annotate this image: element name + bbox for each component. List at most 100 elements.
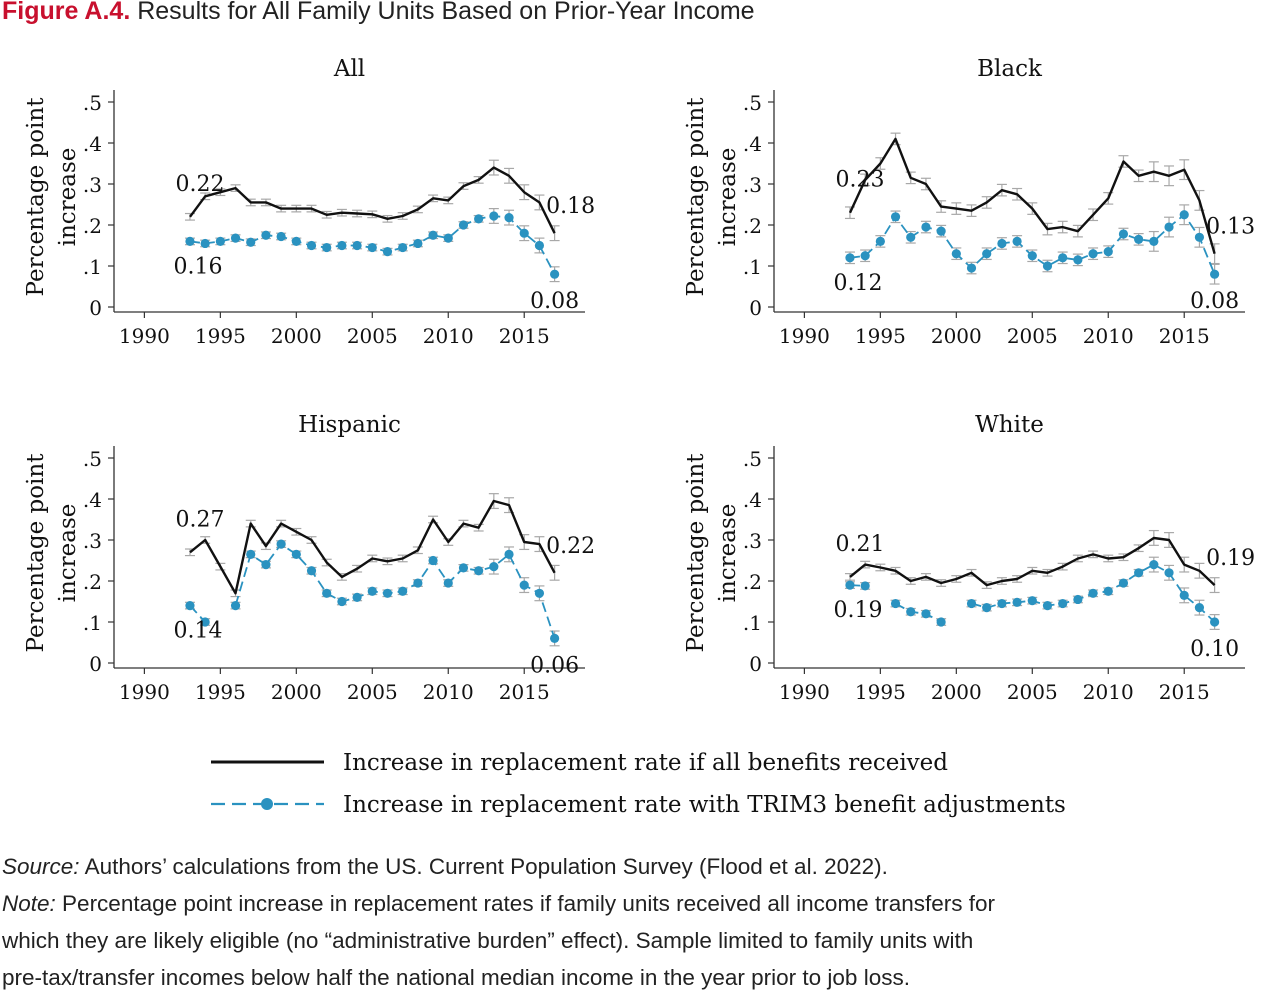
- series-point-trim3: [1088, 249, 1098, 259]
- series-point-trim3: [200, 617, 210, 627]
- chart-title: Black: [977, 56, 1043, 82]
- x-tick-label: 2005: [347, 324, 398, 348]
- y-axis-label: Percentage point increase: [683, 97, 741, 297]
- x-tick-label: 2000: [931, 680, 982, 704]
- series-line-all-benefits: [849, 536, 1216, 587]
- series-point-trim3: [474, 214, 484, 224]
- series-point-trim3: [1149, 560, 1159, 570]
- series-point-trim3: [367, 586, 377, 596]
- data-label: 0.08: [1190, 289, 1239, 314]
- x-tick-label: 1995: [855, 324, 906, 348]
- y-axis-label-line: Percentage point: [23, 453, 49, 653]
- series-point-trim3: [1134, 568, 1144, 578]
- series-point-trim3: [1042, 601, 1053, 611]
- x-tick-label: 1990: [119, 680, 170, 704]
- series-point-trim3: [936, 617, 946, 627]
- legend-label-trim3: Increase in replacement rate with TRIM3 …: [343, 792, 1066, 818]
- data-label: 0.16: [173, 254, 222, 279]
- series-point-trim3: [367, 242, 377, 253]
- source-label: Source:: [2, 854, 80, 879]
- y-axis-label-line: increase: [55, 148, 81, 247]
- series-point-trim3: [489, 562, 499, 572]
- series-point-trim3: [906, 232, 916, 242]
- series-point-trim3: [1179, 590, 1189, 600]
- x-tick-label: 2015: [1159, 324, 1210, 348]
- note-text-1: Percentage point increase in replacement…: [62, 891, 995, 916]
- data-label: 0.22: [546, 534, 595, 559]
- source-text: Authors’ calculations from the US. Curre…: [84, 854, 888, 879]
- data-label: 0.14: [173, 619, 222, 644]
- y-tick-label: .4: [743, 488, 762, 512]
- series-point-trim3: [1134, 234, 1144, 244]
- series-point-trim3: [1012, 236, 1022, 246]
- data-label: 0.22: [175, 172, 224, 197]
- data-label: 0.21: [835, 532, 884, 557]
- series-point-trim3: [1179, 210, 1189, 220]
- series-point-trim3: [261, 560, 271, 570]
- data-label: 0.08: [530, 289, 579, 314]
- legend-marker-trim3: [261, 798, 273, 810]
- y-tick-label: .4: [83, 132, 102, 156]
- series-point-trim3: [534, 588, 545, 598]
- series-point-trim3: [443, 233, 453, 243]
- series-point-trim3: [1118, 229, 1129, 239]
- series-point-trim3: [398, 586, 408, 596]
- series-point-trim3: [1118, 578, 1129, 588]
- series-point-trim3: [246, 237, 256, 247]
- series-point-trim3: [860, 581, 870, 591]
- series-line-all-benefits: [848, 137, 1216, 255]
- series-point-trim3: [413, 238, 423, 249]
- series-point-trim3: [428, 230, 438, 240]
- y-axis-label-line: Percentage point: [683, 453, 709, 653]
- series-point-trim3: [875, 236, 885, 246]
- x-tick-label: 2015: [1159, 680, 1210, 704]
- x-tick-label: 2010: [423, 680, 474, 704]
- series-point-trim3: [845, 253, 855, 263]
- series-point-trim3: [1042, 261, 1053, 271]
- y-tick-label: .3: [83, 173, 102, 197]
- series-point-trim3: [1073, 594, 1083, 605]
- series-point-trim3: [1073, 255, 1083, 265]
- series-point-trim3: [246, 549, 256, 559]
- y-tick-label: .2: [83, 214, 102, 238]
- y-tick-label: .1: [83, 611, 102, 635]
- series-point-trim3: [1149, 236, 1159, 246]
- series-point-trim3: [860, 251, 870, 261]
- note-line-3: pre-tax/transfer incomes below half the …: [2, 965, 910, 990]
- series-point-trim3: [428, 555, 438, 566]
- series-point-trim3: [1103, 586, 1113, 596]
- series-line-trim3: [849, 213, 1216, 275]
- series-point-trim3: [185, 601, 195, 611]
- y-tick-label: .2: [743, 214, 762, 238]
- series-point-trim3: [1164, 568, 1174, 578]
- y-axis-label-line: increase: [715, 504, 741, 603]
- series-point-trim3: [982, 249, 992, 259]
- series-point-trim3: [504, 213, 514, 223]
- y-axis-label-line: increase: [715, 148, 741, 247]
- series-point-trim3: [951, 249, 961, 259]
- series-point-trim3: [519, 228, 529, 238]
- series-point-trim3: [230, 233, 241, 243]
- y-axis-label-line: increase: [55, 504, 81, 603]
- series-point-trim3: [322, 242, 332, 253]
- x-tick-label: 1995: [855, 680, 906, 704]
- figure-label: Figure A.4.: [2, 0, 131, 25]
- y-tick-label: 0: [89, 652, 102, 676]
- data-label: 0.13: [1206, 215, 1255, 240]
- x-tick-label: 2000: [271, 680, 322, 704]
- series-point-trim3: [382, 247, 393, 257]
- data-label: 0.27: [175, 507, 224, 532]
- series-point-trim3: [845, 580, 855, 590]
- series-point-trim3: [1058, 598, 1068, 609]
- x-tick-label: 2010: [423, 324, 474, 348]
- y-tick-label: .4: [83, 488, 102, 512]
- series-point-trim3: [230, 601, 241, 611]
- series-point-trim3: [921, 222, 931, 232]
- series-point-trim3: [1088, 588, 1098, 598]
- series-point-trim3: [443, 578, 453, 588]
- figure-title-text: Results for All Family Units Based on Pr…: [137, 0, 755, 25]
- y-tick-label: .2: [743, 570, 762, 594]
- chart-title: Hispanic: [298, 412, 401, 438]
- series-point-trim3: [306, 240, 317, 251]
- x-tick-label: 2010: [1083, 680, 1134, 704]
